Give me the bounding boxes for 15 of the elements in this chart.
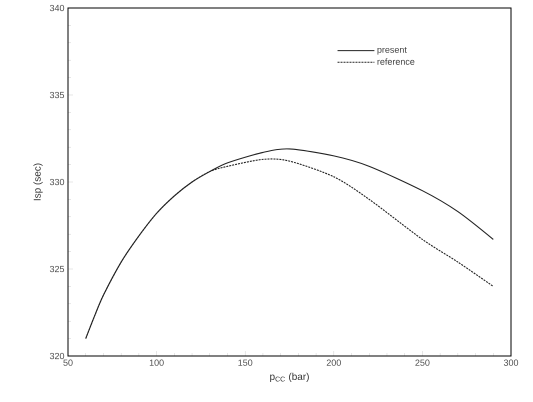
x-axis-title: p$_{CC}$ (bar) [270,372,309,382]
y-axis-title: Isp (sec) [33,164,43,200]
y-tick-label: 335 [50,92,64,98]
legend-label: reference [378,58,414,65]
x-tick-label: 200 [326,360,341,366]
x-tick-label: 50 [63,360,73,366]
y-tick-label: 330 [50,178,64,186]
legend-label: present [378,46,407,55]
x-tick-label: 250 [415,360,430,366]
x-tick-label: 100 [150,360,164,366]
y-tick-label: 325 [50,266,64,272]
y-tick-label: 340 [50,4,64,12]
x-tick-label: 150 [238,360,252,366]
x-tick-label: 300 [504,360,518,366]
y-tick-label: 320 [50,352,64,360]
